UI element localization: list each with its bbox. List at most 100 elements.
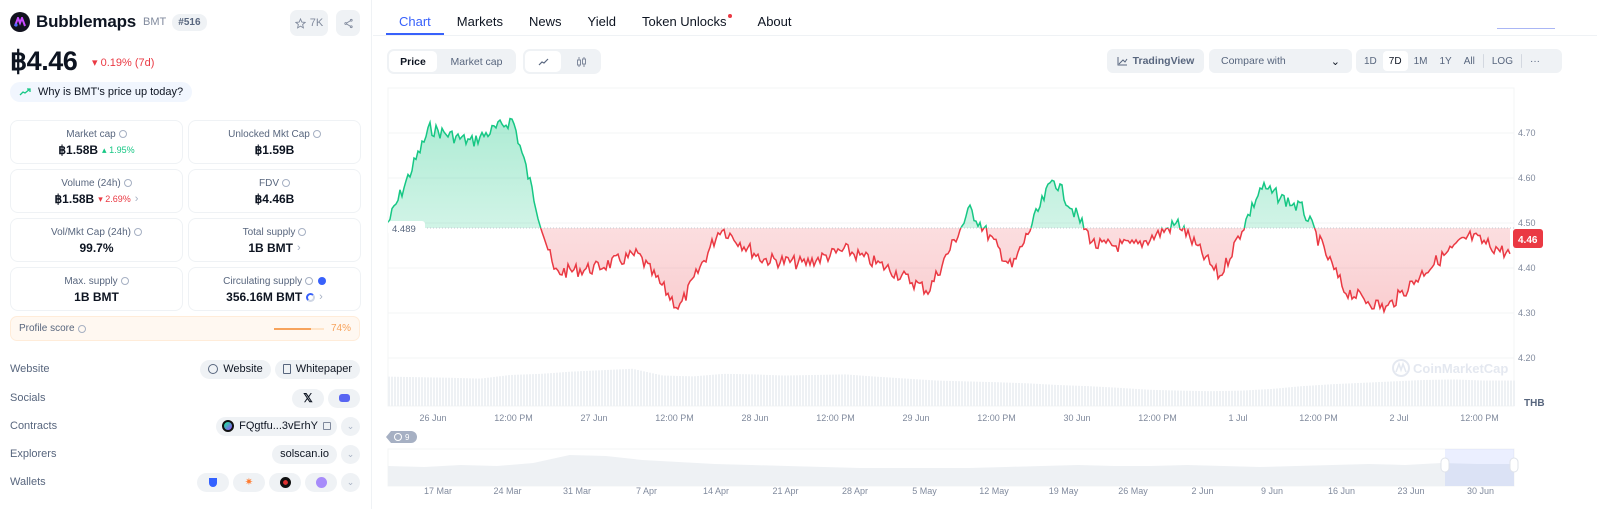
svg-text:2 Jun: 2 Jun	[1191, 486, 1213, 496]
profile-score[interactable]: Profile score 74%	[10, 316, 360, 341]
socials-row: Socials 𝕏	[10, 387, 360, 409]
contracts-dropdown-chevron-icon[interactable]: ⌄	[341, 416, 360, 436]
svg-text:12 May: 12 May	[979, 486, 1009, 496]
history-badge[interactable]: 9	[386, 431, 417, 443]
info-icon[interactable]	[298, 228, 307, 237]
info-icon[interactable]	[77, 324, 86, 333]
share-button[interactable]	[336, 10, 360, 36]
chart-type-toggle	[523, 49, 601, 74]
document-icon	[282, 364, 291, 374]
tab-about[interactable]: About	[757, 14, 792, 29]
wallet-2[interactable]: ✷	[233, 472, 265, 492]
market-cap-change: ▴ 1.95%	[102, 144, 135, 155]
chart-panel: Chart Markets News Yield Token Unlocks A…	[373, 0, 1597, 509]
svg-text:14 Apr: 14 Apr	[703, 486, 729, 496]
discord-link[interactable]	[328, 388, 360, 408]
svg-text:27 Jun: 27 Jun	[580, 413, 607, 423]
stat-market-cap: Market cap ฿1.58B ▴ 1.95%	[10, 120, 183, 164]
profile-score-value: 74%	[330, 323, 351, 334]
info-icon[interactable]	[120, 277, 129, 286]
candlestick-button[interactable]	[563, 51, 599, 72]
baseline-label-bg	[388, 221, 425, 235]
wallets-dropdown-chevron-icon[interactable]: ⌄	[341, 472, 360, 492]
log-scale-toggle[interactable]: LOG	[1491, 55, 1513, 67]
wallet-4[interactable]	[305, 472, 337, 492]
svg-text:12:00 PM: 12:00 PM	[977, 413, 1016, 423]
tradingview-chart-icon	[1117, 56, 1128, 65]
svg-text:4.30: 4.30	[1518, 308, 1536, 318]
stat-total-supply[interactable]: Total supply 1B BMT ›	[188, 218, 361, 262]
candlestick-icon	[576, 56, 586, 67]
copy-icon[interactable]	[323, 422, 331, 430]
currency-label: THB	[1524, 398, 1545, 409]
svg-text:4.40: 4.40	[1518, 263, 1536, 273]
spark-wallet-icon: ✷	[244, 476, 254, 488]
trending-up-icon	[19, 88, 31, 96]
why-price-up-link[interactable]: Why is BMT's price up today?	[10, 82, 193, 102]
svg-text:17 Mar: 17 Mar	[424, 486, 452, 496]
svg-text:4.70: 4.70	[1518, 128, 1536, 138]
svg-text:CoinMarketCap: CoinMarketCap	[1413, 361, 1508, 376]
explorers-dropdown-chevron-icon[interactable]: ⌄	[341, 444, 360, 464]
tab-chart[interactable]: Chart	[386, 0, 444, 35]
wallet-3[interactable]	[269, 472, 301, 492]
stat-volume-24h[interactable]: Volume (24h) ฿1.58B ▾ 2.69% ›	[10, 169, 183, 213]
svg-text:2 Jul: 2 Jul	[1389, 413, 1408, 423]
whitepaper-link[interactable]: Whitepaper	[274, 359, 360, 379]
stat-vol-mkt-cap: Vol/Mkt Cap (24h) 99.7%	[10, 218, 183, 262]
svg-text:23 Jun: 23 Jun	[1397, 486, 1424, 496]
info-icon[interactable]	[118, 130, 127, 139]
grid-lines	[388, 132, 1514, 359]
svg-text:4.50: 4.50	[1518, 218, 1536, 228]
share-icon	[343, 18, 353, 28]
market-cap-option[interactable]: Market cap	[450, 55, 503, 68]
range-1y[interactable]: 1Y	[1439, 55, 1452, 67]
range-1m[interactable]: 1M	[1413, 55, 1428, 67]
explorer-link[interactable]: solscan.io	[272, 444, 337, 464]
info-icon[interactable]	[134, 228, 143, 237]
price-option[interactable]: Price	[389, 51, 437, 72]
svg-text:9 Jun: 9 Jun	[1261, 486, 1283, 496]
tradingview-button[interactable]: TradingView	[1107, 49, 1204, 73]
chevron-right-icon: ›	[319, 291, 323, 303]
contract-address[interactable]: FQgtfu...3vErhY	[216, 416, 337, 436]
verified-badge-icon	[317, 277, 326, 286]
line-chart-icon	[538, 58, 548, 65]
x-twitter-link[interactable]: 𝕏	[292, 388, 324, 408]
svg-text:21 Apr: 21 Apr	[772, 486, 798, 496]
svg-text:1 Jul: 1 Jul	[1228, 413, 1247, 423]
price-chart[interactable]: 4.489 4.704.604.504.404.304.20 4.46 THB …	[373, 0, 1597, 509]
info-icon[interactable]	[282, 179, 290, 188]
more-options-button[interactable]: ···	[1529, 55, 1540, 67]
stat-circulating-supply[interactable]: Circulating supply 356.16M BMT ›	[188, 267, 361, 311]
tab-yield[interactable]: Yield	[587, 14, 616, 29]
compare-with-dropdown[interactable]: Compare with ⌄	[1209, 49, 1352, 73]
info-icon[interactable]	[305, 277, 314, 286]
stat-max-supply: Max. supply 1B BMT	[10, 267, 183, 311]
range-navigator[interactable]	[387, 448, 1519, 487]
tab-markets[interactable]: Markets	[456, 14, 504, 29]
tab-news[interactable]: News	[529, 14, 562, 29]
svg-text:31 Mar: 31 Mar	[563, 486, 591, 496]
info-icon[interactable]	[123, 179, 132, 188]
coin-symbol: BMT	[143, 16, 167, 28]
metric-toggle: Price Market cap	[387, 49, 516, 74]
coin-header: Bubblemaps BMT #516	[10, 12, 207, 32]
range-all[interactable]: All	[1463, 55, 1475, 67]
svg-text:4.60: 4.60	[1518, 173, 1536, 183]
coinmarketcap-watermark: CoinMarketCap	[1392, 359, 1508, 377]
wallet-1[interactable]	[197, 472, 229, 492]
range-7d[interactable]: 7D	[1382, 51, 1408, 71]
svg-text:19 May: 19 May	[1049, 486, 1079, 496]
info-icon[interactable]	[312, 130, 321, 139]
website-link[interactable]: Website	[200, 359, 271, 379]
watchlist-button[interactable]: 7K	[290, 10, 328, 36]
svg-text:16 Jun: 16 Jun	[1328, 486, 1355, 496]
rank-badge: #516	[172, 13, 207, 31]
tab-token-unlocks[interactable]: Token Unlocks	[629, 0, 745, 35]
svg-text:24 Mar: 24 Mar	[493, 486, 521, 496]
x-axis-ticks: 26 Jun 12:00 PM 27 Jun 12:00 PM 28 Jun 12:00 …	[419, 413, 1498, 423]
line-chart-button[interactable]	[525, 51, 561, 72]
range-1d[interactable]: 1D	[1364, 55, 1377, 67]
purple-wallet-icon	[315, 476, 327, 488]
